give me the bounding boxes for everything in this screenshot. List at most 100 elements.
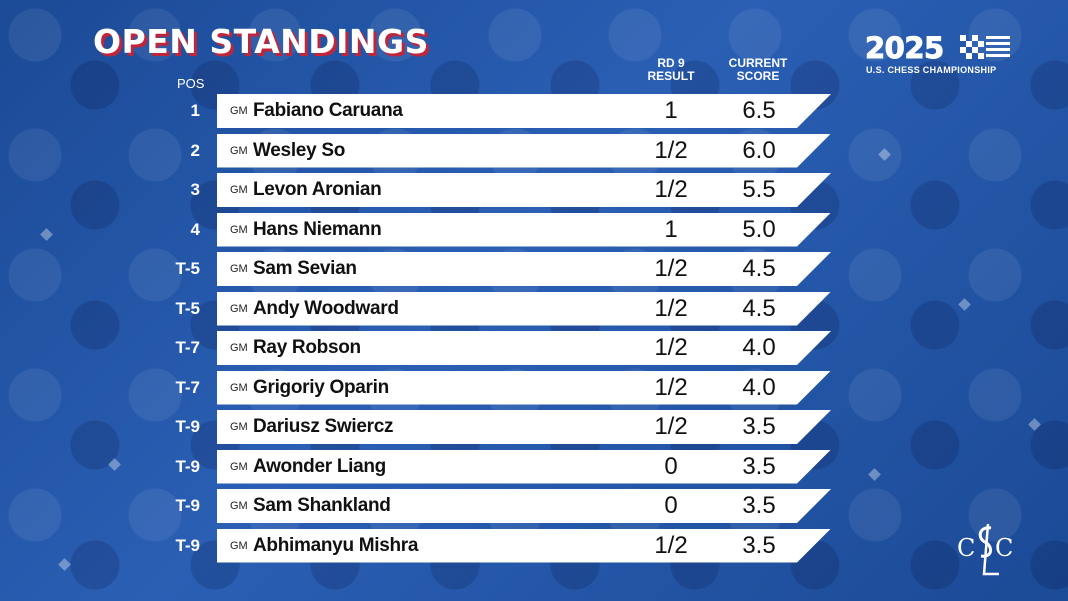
table-row: T-7 GM Ray Robson 1/2 4.0 xyxy=(0,331,1068,365)
current-score-cell: 4.5 xyxy=(742,255,776,282)
table-row: T-9 GM Awonder Liang 0 3.5 xyxy=(0,450,1068,484)
player-name: Wesley So xyxy=(253,139,345,161)
player-name: Fabiano Caruana xyxy=(253,100,403,121)
position-cell: 3 xyxy=(190,180,200,199)
round-result-cell: 1 xyxy=(664,97,678,124)
position-cell: T-9 xyxy=(175,456,200,476)
title-badge: GM xyxy=(230,105,248,117)
current-score-cell: 3.5 xyxy=(742,452,776,480)
current-score-cell: 3.5 xyxy=(742,413,776,440)
position-cell: 2 xyxy=(190,140,200,160)
score-header-line1: CURRENT xyxy=(728,56,788,70)
player-name: Andy Woodward xyxy=(253,297,399,319)
flag-checkered-icon xyxy=(960,35,1010,59)
round-result-cell: 1/2 xyxy=(654,294,688,322)
round-result-cell: 1/2 xyxy=(654,373,688,401)
player-card: GM Awonder Liang 0 3.5 xyxy=(217,450,831,484)
table-row: T-7 GM Grigoriy Oparin 1/2 4.0 xyxy=(0,371,1068,405)
round-result-cell: 1/2 xyxy=(654,334,688,361)
score-column-header: CURRENT SCORE xyxy=(713,57,803,83)
table-row: 4 GM Hans Niemann 1 5.0 xyxy=(0,213,1068,247)
position-cell: T-9 xyxy=(175,417,200,436)
result-header-line1: RD 9 xyxy=(657,56,685,70)
position-cell: T-7 xyxy=(175,338,200,357)
player-card: GM Ray Robson 1/2 4.0 xyxy=(217,331,831,365)
title-badge: GM xyxy=(230,381,248,394)
round-result-cell: 1/2 xyxy=(654,176,688,203)
svg-text:C: C xyxy=(995,534,1013,562)
svg-text:C: C xyxy=(957,534,975,562)
player-name: Abhimanyu Mishra xyxy=(253,534,419,556)
title-badge: GM xyxy=(230,184,248,196)
player-card: GM Sam Shankland 0 3.5 xyxy=(217,489,831,523)
table-row: T-9 GM Sam Shankland 0 3.5 xyxy=(0,489,1068,523)
round-result-cell: 0 xyxy=(664,492,678,519)
player-name: Sam Shankland xyxy=(253,495,391,516)
current-score-cell: 4.5 xyxy=(742,294,776,322)
stlcc-monogram-logo: C C xyxy=(957,523,1013,576)
round-result-cell: 1/2 xyxy=(654,255,688,282)
table-row: 1 GM Fabiano Caruana 1 6.5 xyxy=(0,94,1068,128)
player-card: GM Andy Woodward 1/2 4.5 xyxy=(217,292,831,326)
current-score-cell: 4.0 xyxy=(742,334,776,361)
table-row: T-9 GM Abhimanyu Mishra 1/2 3.5 xyxy=(0,529,1068,563)
player-card: GM Grigoriy Oparin 1/2 4.0 xyxy=(217,371,831,405)
current-score-cell: 5.5 xyxy=(742,176,776,203)
pos-column-header: POS xyxy=(177,76,205,91)
player-card: GM Sam Sevian 1/2 4.5 xyxy=(217,252,831,286)
position-cell: 4 xyxy=(190,219,200,239)
table-row: 3 GM Levon Aronian 1/2 5.5 xyxy=(0,173,1068,207)
result-column-header: RD 9 RESULT xyxy=(626,57,716,83)
title-badge: GM xyxy=(230,539,248,552)
player-card: GM Fabiano Caruana 1 6.5 xyxy=(217,94,831,128)
title-badge: GM xyxy=(230,500,248,512)
position-cell: T-9 xyxy=(175,496,200,515)
title-badge: GM xyxy=(230,302,248,315)
position-cell: T-5 xyxy=(175,298,200,318)
round-result-cell: 1/2 xyxy=(654,531,688,559)
player-name: Sam Sevian xyxy=(253,258,357,279)
player-name: Levon Aronian xyxy=(253,179,382,200)
player-name: Ray Robson xyxy=(253,337,361,358)
player-name: Hans Niemann xyxy=(253,218,382,240)
page-title: OPEN STANDINGS xyxy=(93,22,429,61)
title-badge: GM xyxy=(230,342,248,354)
round-result-cell: 1/2 xyxy=(654,136,688,164)
current-score-cell: 6.5 xyxy=(742,97,776,124)
current-score-cell: 3.5 xyxy=(742,492,776,519)
current-score-cell: 6.0 xyxy=(742,136,776,164)
current-score-cell: 5.0 xyxy=(742,215,776,243)
player-card: GM Dariusz Swiercz 1/2 3.5 xyxy=(217,410,831,444)
table-row: T-5 GM Sam Sevian 1/2 4.5 xyxy=(0,252,1068,286)
position-cell: T-7 xyxy=(175,377,200,397)
player-name: Awonder Liang xyxy=(253,455,386,477)
score-header-line2: SCORE xyxy=(736,69,780,83)
title-badge: GM xyxy=(230,263,248,275)
title-badge: GM xyxy=(230,460,248,473)
title-badge: GM xyxy=(230,223,248,236)
result-header-line2: RESULT xyxy=(647,69,695,83)
player-card: GM Levon Aronian 1/2 5.5 xyxy=(217,173,831,207)
player-card: GM Abhimanyu Mishra 1/2 3.5 xyxy=(217,529,831,563)
player-card: GM Wesley So 1/2 6.0 xyxy=(217,134,831,168)
round-result-cell: 1 xyxy=(664,215,678,243)
position-cell: T-5 xyxy=(175,259,200,278)
position-cell: T-9 xyxy=(175,535,200,555)
logo-year: 2025 xyxy=(865,31,945,65)
current-score-cell: 3.5 xyxy=(742,531,776,559)
current-score-cell: 4.0 xyxy=(742,373,776,401)
championship-logo: 2025 U.S. CHESS CHAMPIONSHIP xyxy=(865,33,1015,79)
player-name: Grigoriy Oparin xyxy=(253,376,389,398)
table-row: 2 GM Wesley So 1/2 6.0 xyxy=(0,134,1068,168)
player-name: Dariusz Swiercz xyxy=(253,416,394,437)
table-row: T-5 GM Andy Woodward 1/2 4.5 xyxy=(0,292,1068,326)
title-badge: GM xyxy=(230,144,248,157)
player-card: GM Hans Niemann 1 5.0 xyxy=(217,213,831,247)
table-row: T-9 GM Dariusz Swiercz 1/2 3.5 xyxy=(0,410,1068,444)
title-badge: GM xyxy=(230,421,248,433)
logo-subtitle: U.S. CHESS CHAMPIONSHIP xyxy=(866,65,997,75)
round-result-cell: 0 xyxy=(664,452,678,480)
round-result-cell: 1/2 xyxy=(654,413,688,440)
position-cell: 1 xyxy=(190,101,200,120)
